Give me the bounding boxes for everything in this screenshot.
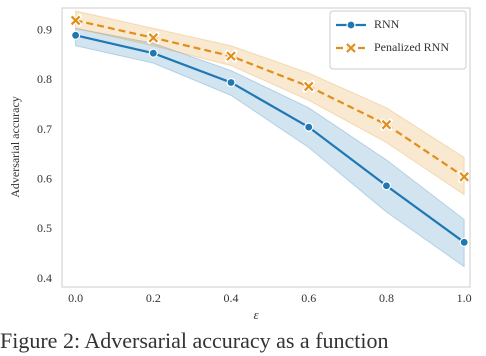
confidence-band xyxy=(75,27,465,268)
marker xyxy=(148,48,158,58)
y-tick-label: 0.5 xyxy=(37,221,52,235)
y-tick-label: 0.4 xyxy=(37,271,52,285)
marker xyxy=(147,31,160,45)
x-tick-label: 0.2 xyxy=(146,291,161,305)
x-tick-label: 0.0 xyxy=(68,291,83,305)
marker xyxy=(69,14,82,27)
marker xyxy=(224,49,238,63)
marker-shape xyxy=(459,172,469,182)
x-tick-label: 1.0 xyxy=(457,291,472,305)
series-line xyxy=(75,19,465,178)
marker xyxy=(70,30,81,40)
marker xyxy=(459,237,469,247)
y-tick-label: 0.9 xyxy=(37,23,52,37)
marker xyxy=(304,122,314,132)
y-axis-label: Adversarial accuracy xyxy=(8,96,22,198)
plot-frame xyxy=(61,7,471,288)
x-tick-label: 0.8 xyxy=(379,291,394,305)
marker xyxy=(457,170,471,184)
x-axis-label: ε xyxy=(253,307,259,322)
y-tick-label: 0.6 xyxy=(37,172,52,186)
marker-shape xyxy=(381,119,392,130)
marker xyxy=(346,20,356,30)
series-line xyxy=(75,34,465,244)
marker xyxy=(381,181,392,191)
y-tick-label: 0.8 xyxy=(37,72,52,86)
marker-shape xyxy=(148,33,159,43)
marker-shape xyxy=(346,43,356,53)
marker-shape xyxy=(303,81,314,92)
x-tick-label: 0.6 xyxy=(301,291,316,305)
marker xyxy=(302,80,315,93)
marker xyxy=(380,118,393,131)
caption: Figure 2: Adversarial accuracy as a func… xyxy=(0,328,389,353)
marker-shape xyxy=(226,51,236,61)
y-tick-label: 0.7 xyxy=(37,122,52,136)
legend-label: Penalized RNN xyxy=(374,40,449,54)
marker xyxy=(226,77,236,88)
legend-label: RNN xyxy=(374,17,400,31)
marker-shape xyxy=(70,15,81,26)
marker xyxy=(344,41,358,55)
x-tick-label: 0.4 xyxy=(224,291,239,305)
